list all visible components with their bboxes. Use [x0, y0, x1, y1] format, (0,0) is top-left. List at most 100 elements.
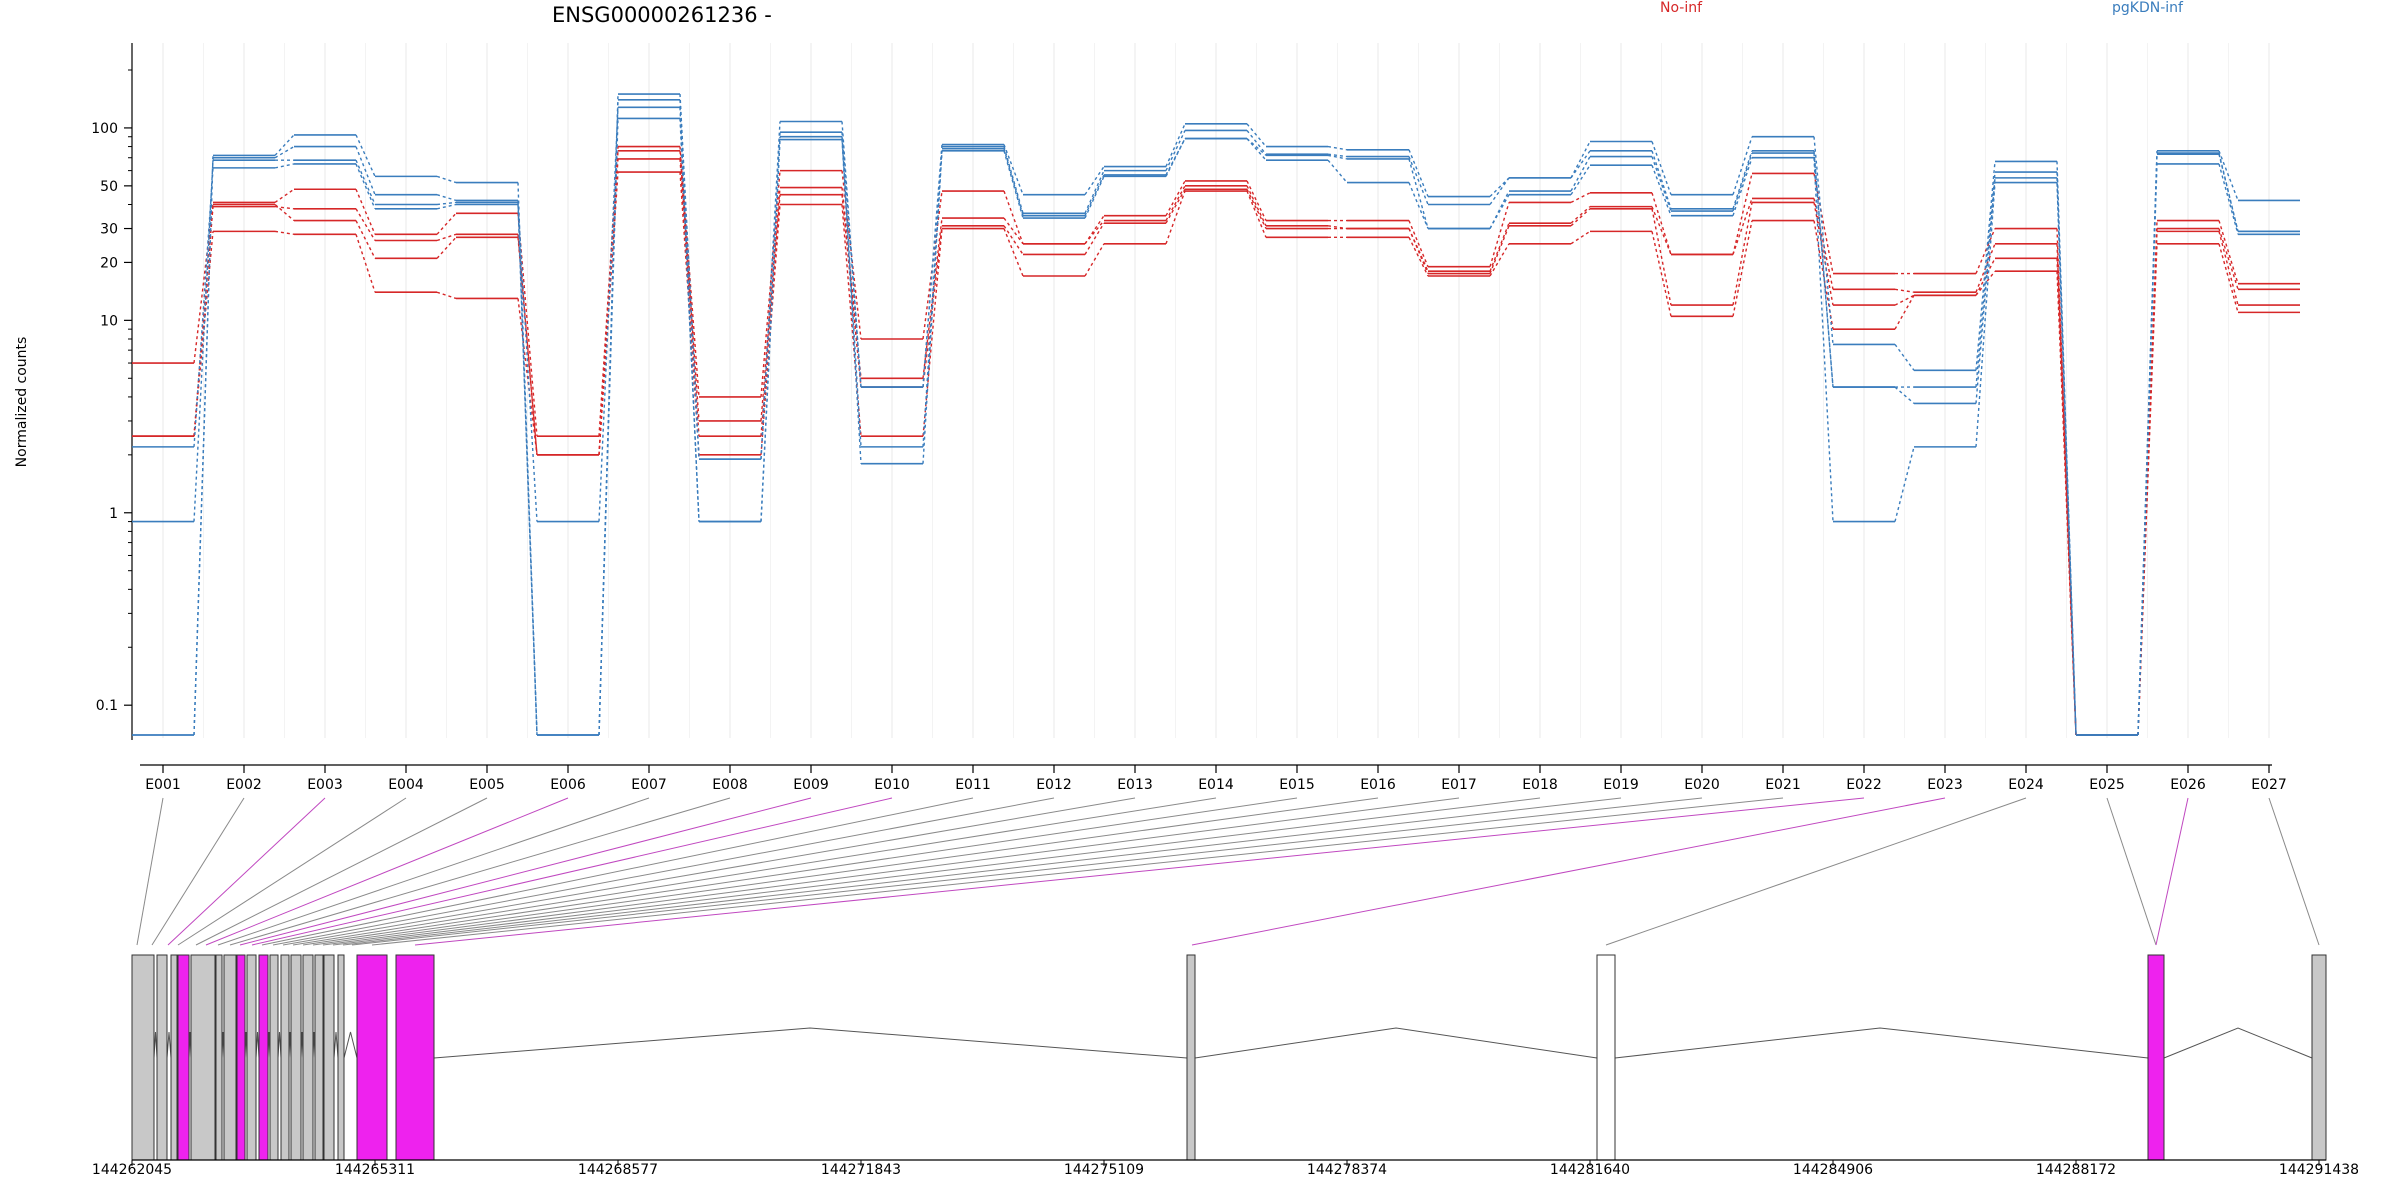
series-link-E023 — [1975, 177, 1996, 404]
series-link-E010 — [922, 150, 943, 464]
series-link-E006 — [598, 118, 619, 736]
series-link-E024 — [2056, 182, 2077, 736]
connector-E017 — [322, 797, 1460, 946]
legend: No-inf pgKDN-inf — [1660, 0, 2184, 16]
connector-E023 — [1191, 797, 1946, 946]
chart-title: ENSG00000261236 - — [552, 3, 772, 27]
y-tick-label-20: 20 — [100, 255, 118, 271]
series-link-E008 — [760, 170, 781, 397]
series-link-E012 — [1084, 222, 1105, 255]
x-tick-label-E017: E017 — [1441, 777, 1477, 793]
series-link-E026 — [2218, 228, 2239, 290]
series-link-E005 — [517, 204, 538, 736]
series-link-E013 — [1165, 188, 1186, 224]
series-link-E020 — [1732, 198, 1753, 255]
series-link-E021 — [1813, 157, 1834, 522]
title-group: ENSG00000261236 - — [552, 3, 772, 27]
connector-E024 — [1605, 797, 2027, 946]
intron-short-1 — [166, 1031, 172, 1059]
series-link-E019 — [1651, 208, 1672, 306]
y-tick-label-1: 1 — [109, 506, 118, 522]
series-link-E021 — [1813, 173, 1834, 274]
exon-connectors — [136, 797, 2320, 946]
series-link-E003 — [355, 220, 376, 259]
intron-1 — [1194, 1027, 1598, 1059]
series-link-E001 — [193, 157, 214, 736]
series-link-E005 — [517, 298, 538, 455]
exon-box-4 — [190, 954, 216, 1161]
y-axis-label-group: Normalized counts — [14, 337, 30, 468]
series-link-E014 — [1246, 138, 1267, 161]
series-link-E011 — [1003, 217, 1024, 245]
series-link-E013 — [1165, 180, 1186, 216]
connector-E027 — [2268, 797, 2320, 946]
series-link-E020 — [1732, 157, 1753, 216]
x-tick-label-E025: E025 — [2089, 777, 2125, 793]
connector-E021 — [371, 797, 1784, 946]
series-link-E002 — [274, 145, 295, 159]
connector-E014 — [292, 797, 1217, 946]
connector-E001 — [136, 797, 164, 946]
connector-E004 — [177, 797, 407, 946]
y-tick-label-0.1: 0.1 — [96, 698, 118, 714]
track-tick-label-144281640: 144281640 — [1550, 1162, 1630, 1178]
series-link-E012 — [1084, 174, 1105, 216]
series-link-E022 — [1894, 294, 1915, 330]
series-link-E003 — [355, 234, 376, 293]
series-link-E017 — [1489, 225, 1510, 274]
series-link-E010 — [922, 228, 943, 437]
series-link-E003 — [355, 188, 376, 235]
series-link-E017 — [1489, 202, 1510, 267]
series-link-E022 — [1894, 446, 1915, 522]
exon-box-17 — [356, 954, 388, 1161]
connector-E020 — [351, 797, 1703, 946]
series-link-E009 — [841, 187, 862, 379]
intron-0 — [433, 1027, 1188, 1059]
series-link-E016 — [1408, 158, 1429, 229]
exon-box-5 — [215, 954, 223, 1161]
y-tick-label-50: 50 — [100, 179, 118, 195]
track-tick-label-144288172: 144288172 — [2036, 1162, 2116, 1178]
series-link-E025 — [2137, 163, 2158, 736]
intron-short-16 — [343, 1031, 358, 1059]
series-link-E020 — [1732, 152, 1753, 212]
series-link-E007 — [679, 158, 700, 437]
exon-box-20 — [1596, 954, 1616, 1161]
series-link-E009 — [841, 139, 862, 464]
series-link-E012 — [1084, 220, 1105, 245]
series-link-E014 — [1246, 185, 1267, 227]
series-link-E018 — [1570, 156, 1591, 192]
series-link-E023 — [1975, 182, 1996, 447]
series-link-E014 — [1246, 130, 1267, 155]
intron-short-15 — [333, 1031, 339, 1059]
connector-E013 — [282, 797, 1136, 946]
connector-E005 — [195, 797, 488, 946]
connector-E012 — [272, 797, 1055, 946]
track-tick-label-144268577: 144268577 — [578, 1162, 658, 1178]
x-tick-label-E005: E005 — [469, 777, 505, 793]
legend-label-no-inf: No-inf — [1660, 0, 1703, 16]
series-link-E001 — [193, 167, 214, 447]
series-link-E026 — [2218, 154, 2239, 232]
series-link-E002 — [274, 188, 295, 204]
series-link-E026 — [2218, 150, 2239, 201]
series-link-E019 — [1651, 164, 1672, 216]
series-No-inf-3 — [132, 171, 2300, 736]
series-link-E016 — [1408, 156, 1429, 205]
series-link-E016 — [1408, 228, 1429, 274]
exon-box-10 — [269, 954, 279, 1161]
series-link-E019 — [1651, 206, 1672, 255]
series-link-E023 — [1975, 270, 1996, 296]
exon-box-2 — [170, 954, 178, 1161]
connector-E009 — [239, 797, 812, 946]
x-tick-label-E014: E014 — [1198, 777, 1234, 793]
exon-box-13 — [302, 954, 314, 1161]
series-link-E010 — [922, 146, 943, 388]
series-link-E024 — [2056, 177, 2077, 736]
y-axis-label: Normalized counts — [14, 337, 30, 468]
series-link-E013 — [1165, 123, 1186, 167]
series-link-E013 — [1165, 130, 1186, 171]
y-tick-label-10: 10 — [100, 313, 118, 329]
x-tick-label-E004: E004 — [388, 777, 424, 793]
y-tick-label-100: 100 — [91, 121, 118, 137]
